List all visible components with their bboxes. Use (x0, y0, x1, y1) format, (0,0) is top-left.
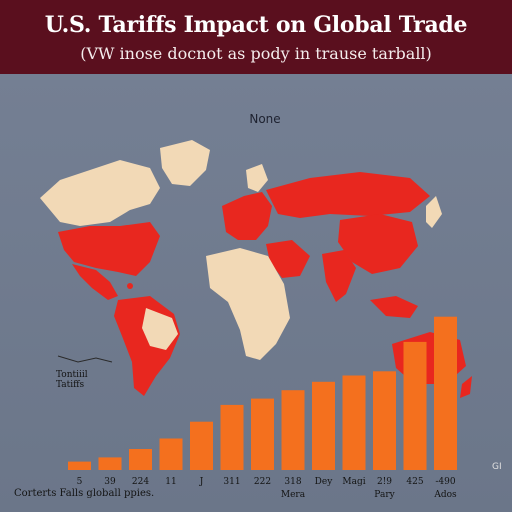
bar-value-label: J (199, 477, 204, 487)
map-greenland (160, 140, 210, 186)
bar (68, 461, 91, 470)
bar (312, 381, 335, 470)
bar-value-label: 311 (223, 477, 240, 487)
bar-value-label: 5 (77, 477, 83, 487)
map-canada (40, 160, 160, 226)
corner-mark: GI (492, 462, 502, 472)
map-brazil (142, 308, 178, 350)
bar (251, 398, 274, 470)
bar-category-label: Ados (433, 490, 457, 500)
map-europe (222, 192, 272, 240)
map-caribbean (127, 283, 133, 289)
bar-value-label: 222 (254, 477, 271, 487)
bar (129, 449, 152, 470)
bar (434, 316, 457, 470)
title-bar: U.S. Tariffs Impact on Global Trade (VW … (0, 0, 512, 74)
map-japan (426, 196, 442, 228)
bar-value-label: -490 (435, 477, 455, 487)
bar-category-label: Pary (374, 490, 395, 500)
annotation-text: Tontiiil Tatiffs (56, 370, 88, 390)
map-new-zealand (460, 376, 472, 398)
value-labels: 5 39 224 11 J 311 222 318 Dey Magi 2!9 425 -490 (77, 477, 456, 487)
bar-category-label: Mera (281, 490, 306, 500)
bar-value-label: 11 (165, 477, 176, 487)
map-united-states (58, 222, 160, 276)
map-southeast-asia (370, 296, 418, 318)
bar-value-label: Magi (342, 477, 365, 487)
footer-note: Corterts Falls globall ppies. (14, 488, 155, 499)
bottom-labels: Mera Pary Ados (281, 490, 457, 500)
bar-value-label: 2!9 (377, 477, 392, 487)
page-title: U.S. Tariffs Impact on Global Trade (44, 12, 468, 38)
annotation-arrow (57, 355, 113, 363)
bar-value-label: 425 (406, 477, 423, 487)
bar-value-label: 318 (284, 477, 301, 487)
map-africa (206, 248, 290, 360)
annotation-line-1: Tontiiil (56, 370, 88, 380)
page-subtitle: (VW inose docnot as pody in trause tarba… (80, 44, 432, 63)
map-china (338, 214, 418, 274)
map-india (322, 250, 356, 302)
bar (342, 375, 366, 470)
bar (373, 371, 396, 470)
bar-value-label: Dey (315, 477, 334, 487)
bar-value-label: 39 (104, 477, 116, 487)
world-map (40, 140, 472, 398)
map-mexico (72, 264, 118, 300)
bar (98, 457, 122, 470)
bar (281, 390, 305, 470)
bar (159, 438, 183, 470)
map-scandinavia (246, 164, 268, 192)
map-middle-east (266, 240, 310, 278)
bar-value-label: 224 (132, 477, 149, 487)
bar-series (68, 316, 457, 470)
bar (190, 421, 213, 470)
map-russia (266, 172, 430, 218)
bar (403, 341, 427, 470)
annotation-line-2: Tatiffs (56, 380, 85, 390)
bar (220, 404, 244, 470)
map-label: None (249, 112, 281, 126)
